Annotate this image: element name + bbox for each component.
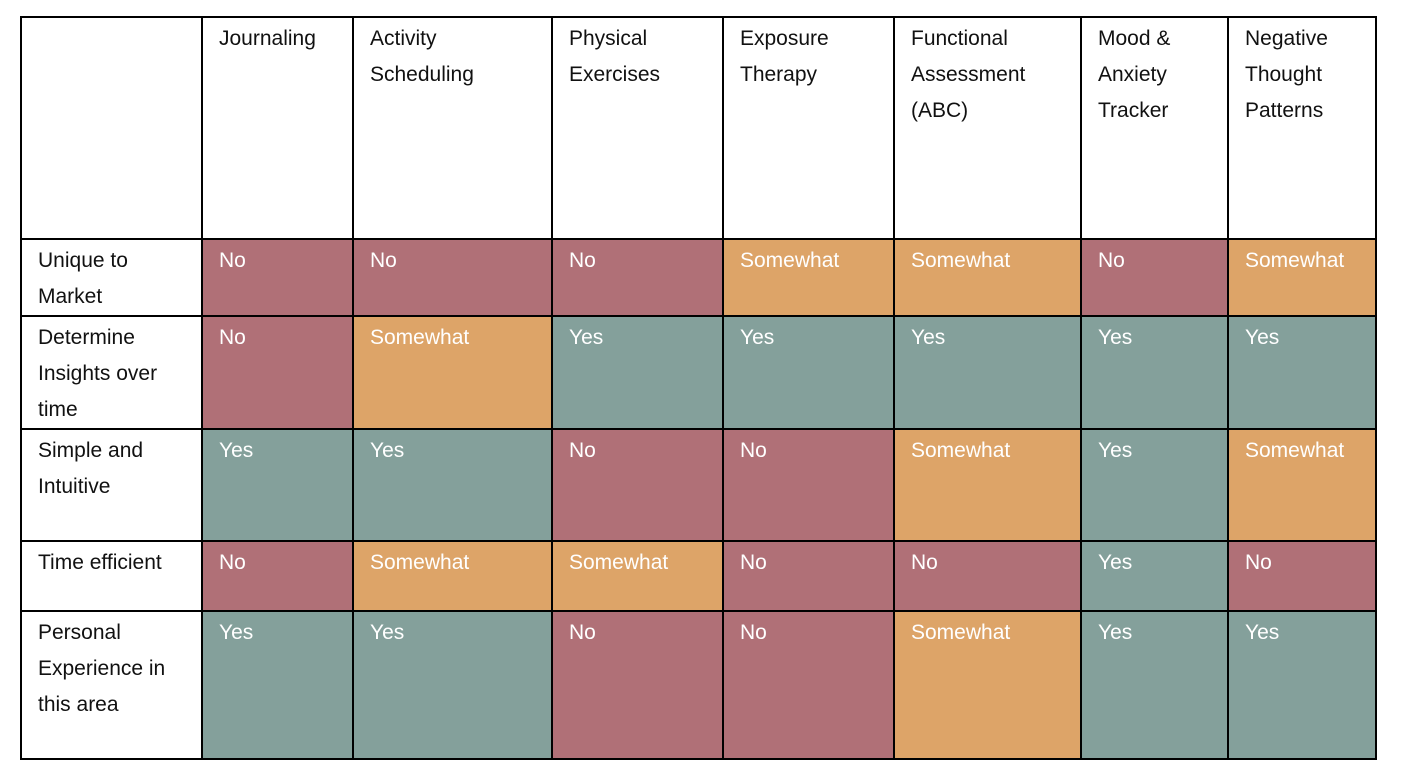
rating-cell: Somewhat xyxy=(352,540,553,612)
header-row: Journaling Activity Scheduling Physical … xyxy=(20,16,1377,240)
column-header: Exposure Therapy xyxy=(722,16,895,240)
rating-cell: No xyxy=(201,315,354,430)
table-row: Time efficient No Somewhat Somewhat No No Yes N… xyxy=(20,540,1377,612)
rating-cell: No xyxy=(352,238,553,317)
rating-cell: No xyxy=(722,428,895,542)
rating-cell: No xyxy=(201,238,354,317)
column-header: Mood & Anxiety Tracker xyxy=(1080,16,1229,240)
rating-cell: Yes xyxy=(722,315,895,430)
rating-cell: Somewhat xyxy=(893,610,1082,760)
rating-cell: Yes xyxy=(551,315,724,430)
rating-cell: Yes xyxy=(1080,540,1229,612)
column-header: Functional Assessment (ABC) xyxy=(893,16,1082,240)
rating-cell: Somewhat xyxy=(551,540,724,612)
rating-cell: Somewhat xyxy=(1227,238,1377,317)
rating-cell: No xyxy=(1080,238,1229,317)
comparison-table: Journaling Activity Scheduling Physical … xyxy=(20,16,1377,760)
column-header: Activity Scheduling xyxy=(352,16,553,240)
rating-cell: No xyxy=(1227,540,1377,612)
rating-cell: Yes xyxy=(1080,428,1229,542)
rating-cell: No xyxy=(893,540,1082,612)
column-header: Physical Exercises xyxy=(551,16,724,240)
rating-cell: No xyxy=(722,610,895,760)
rating-cell: Yes xyxy=(201,610,354,760)
rating-cell: Yes xyxy=(893,315,1082,430)
rating-cell: Yes xyxy=(1080,315,1229,430)
rating-cell: No xyxy=(551,238,724,317)
row-label: Simple and Intuitive xyxy=(20,428,203,542)
table-row: Personal Experience in this area Yes Yes No… xyxy=(20,610,1377,760)
row-label: Personal Experience in this area xyxy=(20,610,203,760)
table-row: Simple and Intuitive Yes Yes No No Somewhat Ye… xyxy=(20,428,1377,542)
rating-cell: Somewhat xyxy=(352,315,553,430)
rating-cell: Yes xyxy=(201,428,354,542)
rating-cell: Somewhat xyxy=(1227,428,1377,542)
rating-cell: No xyxy=(722,540,895,612)
table-row: Determine Insights over time No Somewhat Ye… xyxy=(20,315,1377,430)
rating-cell: Yes xyxy=(1080,610,1229,760)
row-label: Unique to Market xyxy=(20,238,203,317)
rating-cell: Yes xyxy=(352,610,553,760)
rating-cell: Somewhat xyxy=(722,238,895,317)
corner-cell xyxy=(20,16,203,240)
rating-cell: Somewhat xyxy=(893,238,1082,317)
rating-cell: Yes xyxy=(1227,315,1377,430)
rating-cell: Yes xyxy=(352,428,553,542)
rating-cell: No xyxy=(201,540,354,612)
rating-cell: Somewhat xyxy=(893,428,1082,542)
rating-cell: Yes xyxy=(1227,610,1377,760)
rating-cell: No xyxy=(551,428,724,542)
table-row: Unique to Market No No No Somewhat Somewhat No… xyxy=(20,238,1377,317)
column-header: Negative Thought Patterns xyxy=(1227,16,1377,240)
row-label: Time efficient xyxy=(20,540,203,612)
column-header: Journaling xyxy=(201,16,354,240)
row-label: Determine Insights over time xyxy=(20,315,203,430)
rating-cell: No xyxy=(551,610,724,760)
